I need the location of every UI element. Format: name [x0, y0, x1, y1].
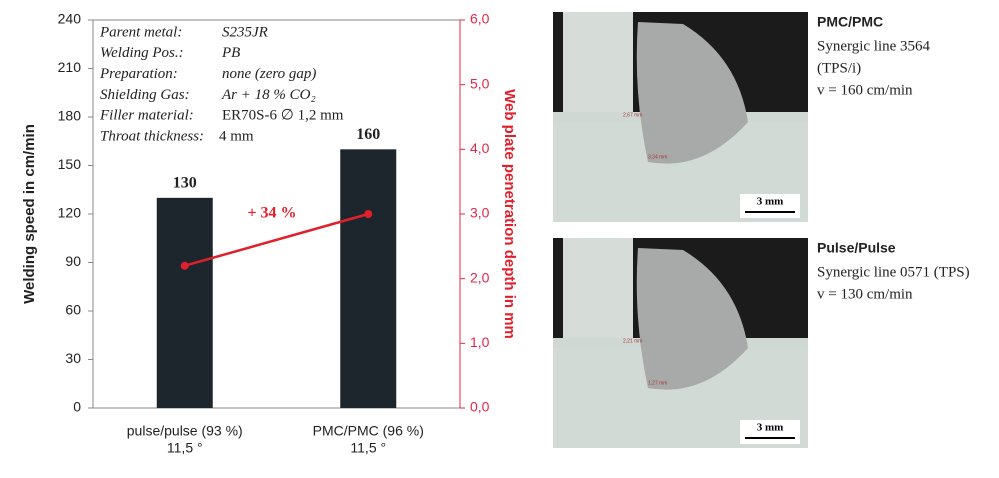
y2-tick-label: 4,0: [470, 140, 490, 156]
micrograph-caption: v = 160 cm/min: [817, 82, 913, 98]
line-point: [180, 261, 189, 270]
info-value: PB: [221, 45, 240, 61]
info-value: none (zero gap): [222, 66, 316, 82]
info-value: Ar + 18 % CO₂: [221, 87, 316, 103]
y2-label: Web plate penetration depth in mm: [501, 89, 518, 339]
measurement: 1,27 mm: [648, 380, 667, 386]
annotation: + 34 %: [247, 205, 296, 222]
data-label: 160: [356, 126, 380, 143]
micrograph-title: PMC/PMC: [817, 14, 883, 30]
y2-tick-label: 5,0: [470, 75, 490, 91]
x-tick-sublabel: 11,5 °: [167, 440, 203, 456]
x-tick-sublabel: 11,5 °: [350, 440, 386, 456]
info-label: Parent metal:: [99, 24, 182, 40]
info-label: Shielding Gas:: [100, 87, 190, 103]
y-tick-label: 30: [65, 350, 81, 366]
y-tick-label: 210: [58, 59, 82, 75]
y2-tick-label: 0,0: [470, 399, 490, 415]
scale-box: [740, 420, 800, 444]
info-value: 4 mm: [219, 128, 254, 144]
y2-tick-label: 1,0: [470, 334, 490, 350]
info-value: ER70S-6 ∅ 1,2 mm: [222, 108, 344, 124]
scale-label: 3 mm: [757, 422, 784, 434]
micrograph-caption: Synergic line 0571 (TPS): [817, 264, 970, 280]
weld-bead: [636, 22, 748, 164]
y-tick-label: 180: [58, 108, 82, 124]
measurement: 2,21 mm: [623, 338, 642, 344]
info-label: Welding Pos.:: [100, 45, 184, 61]
y2-tick-label: 3,0: [470, 205, 490, 221]
y-tick-label: 240: [58, 11, 82, 27]
info-label: Preparation:: [99, 66, 178, 82]
measurement: 2,67 mm: [623, 112, 642, 118]
micrograph-title: Pulse/Pulse: [817, 240, 896, 256]
bar: [340, 149, 397, 409]
scale-box: [740, 194, 800, 218]
line: [184, 212, 369, 267]
micrograph-plate: [563, 238, 633, 338]
micrograph-caption: v = 130 cm/min: [817, 286, 913, 302]
y2-tick-label: 6,0: [470, 11, 490, 27]
y-tick-label: 120: [58, 205, 82, 221]
y-tick-label: 150: [58, 156, 82, 172]
y-tick-label: 90: [65, 253, 81, 269]
scale-label: 3 mm: [757, 196, 784, 208]
info-label: Throat thickness:: [100, 128, 204, 144]
micrograph-caption: (TPS/i): [817, 60, 861, 76]
line-point: [364, 210, 373, 218]
bar: [156, 197, 213, 408]
y-tick-label: 60: [65, 302, 81, 318]
info-label: Filler material:: [99, 108, 194, 124]
measurement: 3,34 mm: [648, 154, 667, 160]
x-tick-label: pulse/pulse (93 %): [127, 423, 243, 439]
weld-bead: [636, 248, 748, 390]
y-tick-label: 0: [73, 399, 81, 415]
micrograph-plate: [563, 12, 633, 112]
data-label: 130: [173, 175, 197, 192]
info-value: S235JR: [222, 24, 268, 40]
y2-tick-label: 2,0: [470, 269, 490, 285]
micrograph-caption: Synergic line 3564: [817, 38, 931, 54]
y-label: Welding speed in cm/min: [21, 124, 38, 304]
x-tick-label: PMC/PMC (96 %): [313, 423, 424, 439]
